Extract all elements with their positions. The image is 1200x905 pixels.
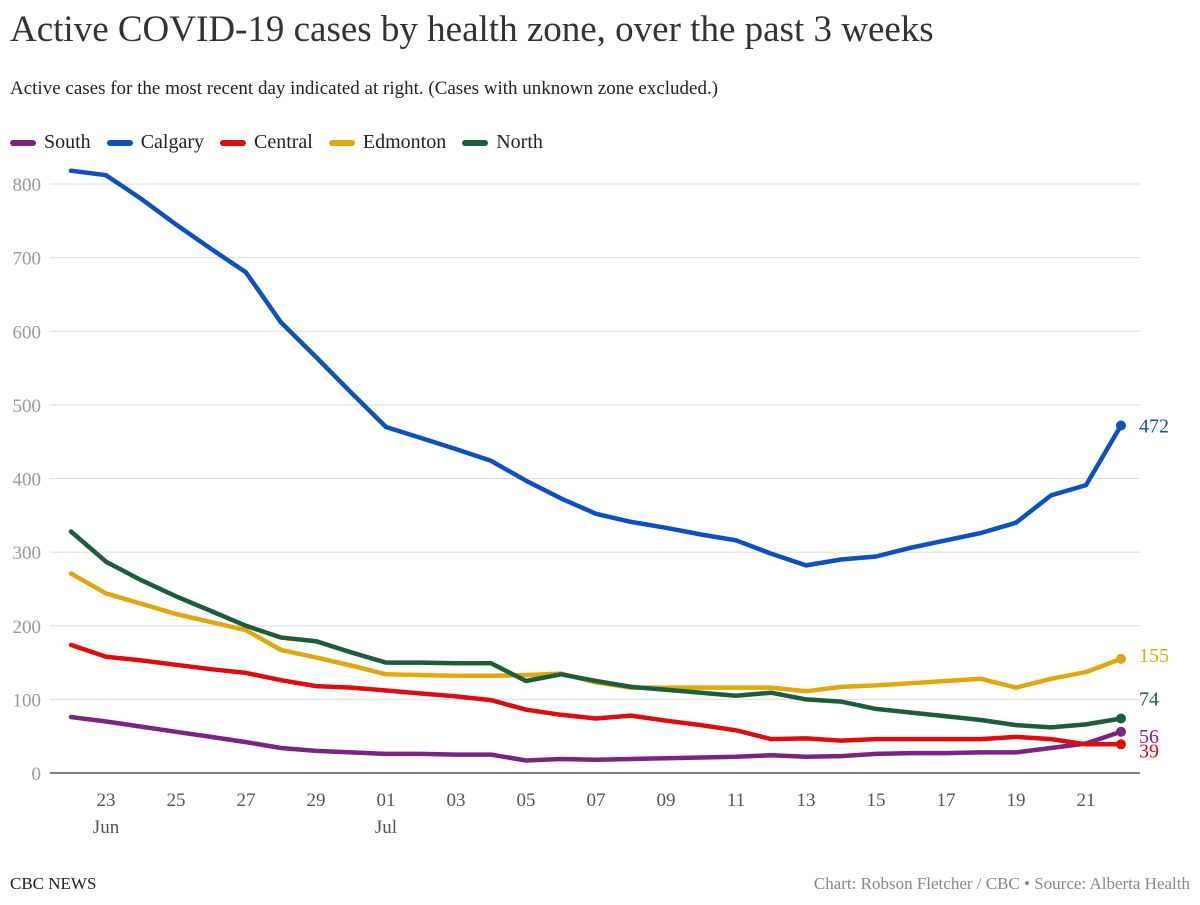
x-tick-label: 01: [377, 790, 396, 811]
series-end-point-south: [1116, 726, 1126, 737]
x-tick-label: 11: [727, 790, 745, 811]
x-tick-label: 03: [447, 790, 466, 811]
chart-legend: South Calgary Central Edmonton North: [10, 131, 559, 154]
x-tick-sublabel: Jul: [375, 817, 397, 838]
x-tick-label: 21: [1077, 790, 1096, 811]
y-tick-label: 100: [13, 690, 42, 711]
legend-swatch: [106, 139, 133, 146]
series-end-point-north: [1116, 713, 1126, 724]
y-tick-label: 800: [13, 175, 42, 196]
series-line-north: [68, 529, 1124, 730]
y-tick-label: 400: [13, 470, 42, 491]
y-tick-label: 500: [13, 396, 42, 417]
legend-item-north: North: [462, 131, 543, 154]
series-end-point-central: [1116, 739, 1126, 750]
series-end-label-south: 56: [1139, 726, 1159, 748]
legend-label: South: [44, 131, 91, 153]
legend-item-south: South: [10, 131, 91, 154]
footer-brand: CBC NEWS: [10, 874, 97, 893]
legend-label: Edmonton: [362, 131, 447, 153]
x-tick-label: 25: [167, 790, 186, 811]
x-tick-label: 07: [587, 790, 606, 811]
series-end-point-calgary: [1116, 420, 1126, 431]
x-tick-label: 09: [657, 790, 676, 811]
series-line-edmonton: [68, 571, 1124, 694]
y-tick-label: 700: [13, 249, 42, 270]
legend-item-central: Central: [220, 131, 313, 154]
legend-swatch: [328, 139, 355, 146]
series-line-south: [68, 714, 1124, 763]
series-end-label-calgary: 472: [1139, 415, 1169, 437]
x-tick-label: 19: [1007, 790, 1026, 811]
legend-swatch: [10, 139, 36, 146]
series-end-label-central: 39: [1139, 740, 1159, 762]
x-tick-label: 23: [97, 790, 116, 811]
legend-swatch: [462, 139, 489, 146]
chart-title: Active COVID-19 cases by health zone, ov…: [10, 9, 934, 50]
y-tick-label: 200: [13, 617, 42, 638]
legend-swatch: [220, 139, 246, 146]
series-end-label-edmonton: 155: [1139, 645, 1169, 667]
series-line-central: [68, 642, 1124, 747]
series-end-label-north: 74: [1139, 689, 1159, 711]
legend-item-edmonton: Edmonton: [328, 131, 447, 154]
chart-subtitle: Active cases for the most recent day ind…: [10, 78, 719, 99]
footer-credit: Chart: Robson Fletcher / CBC • Source: A…: [813, 874, 1190, 893]
x-tick-label: 29: [307, 790, 326, 811]
series-end-point-edmonton: [1116, 653, 1126, 664]
legend-label: Calgary: [140, 131, 204, 153]
y-tick-label: 300: [13, 543, 42, 564]
x-tick-sublabel: Jun: [93, 817, 120, 838]
x-tick-label: 05: [517, 790, 536, 811]
legend-label: Central: [254, 131, 313, 153]
line-chart: 0 100 200 300 400 500 600 700 800 23 Jun 25 27 29 01 Ju…: [13, 168, 1169, 838]
x-tick-label: 15: [867, 790, 886, 811]
series-line-calgary: [68, 168, 1124, 568]
legend-label: North: [496, 131, 543, 153]
legend-item-calgary: Calgary: [106, 131, 204, 154]
x-tick-label: 17: [937, 790, 956, 811]
x-tick-label: 27: [237, 790, 256, 811]
x-tick-label: 13: [797, 790, 816, 811]
y-tick-label: 600: [13, 322, 42, 343]
y-tick-label: 0: [32, 764, 42, 785]
